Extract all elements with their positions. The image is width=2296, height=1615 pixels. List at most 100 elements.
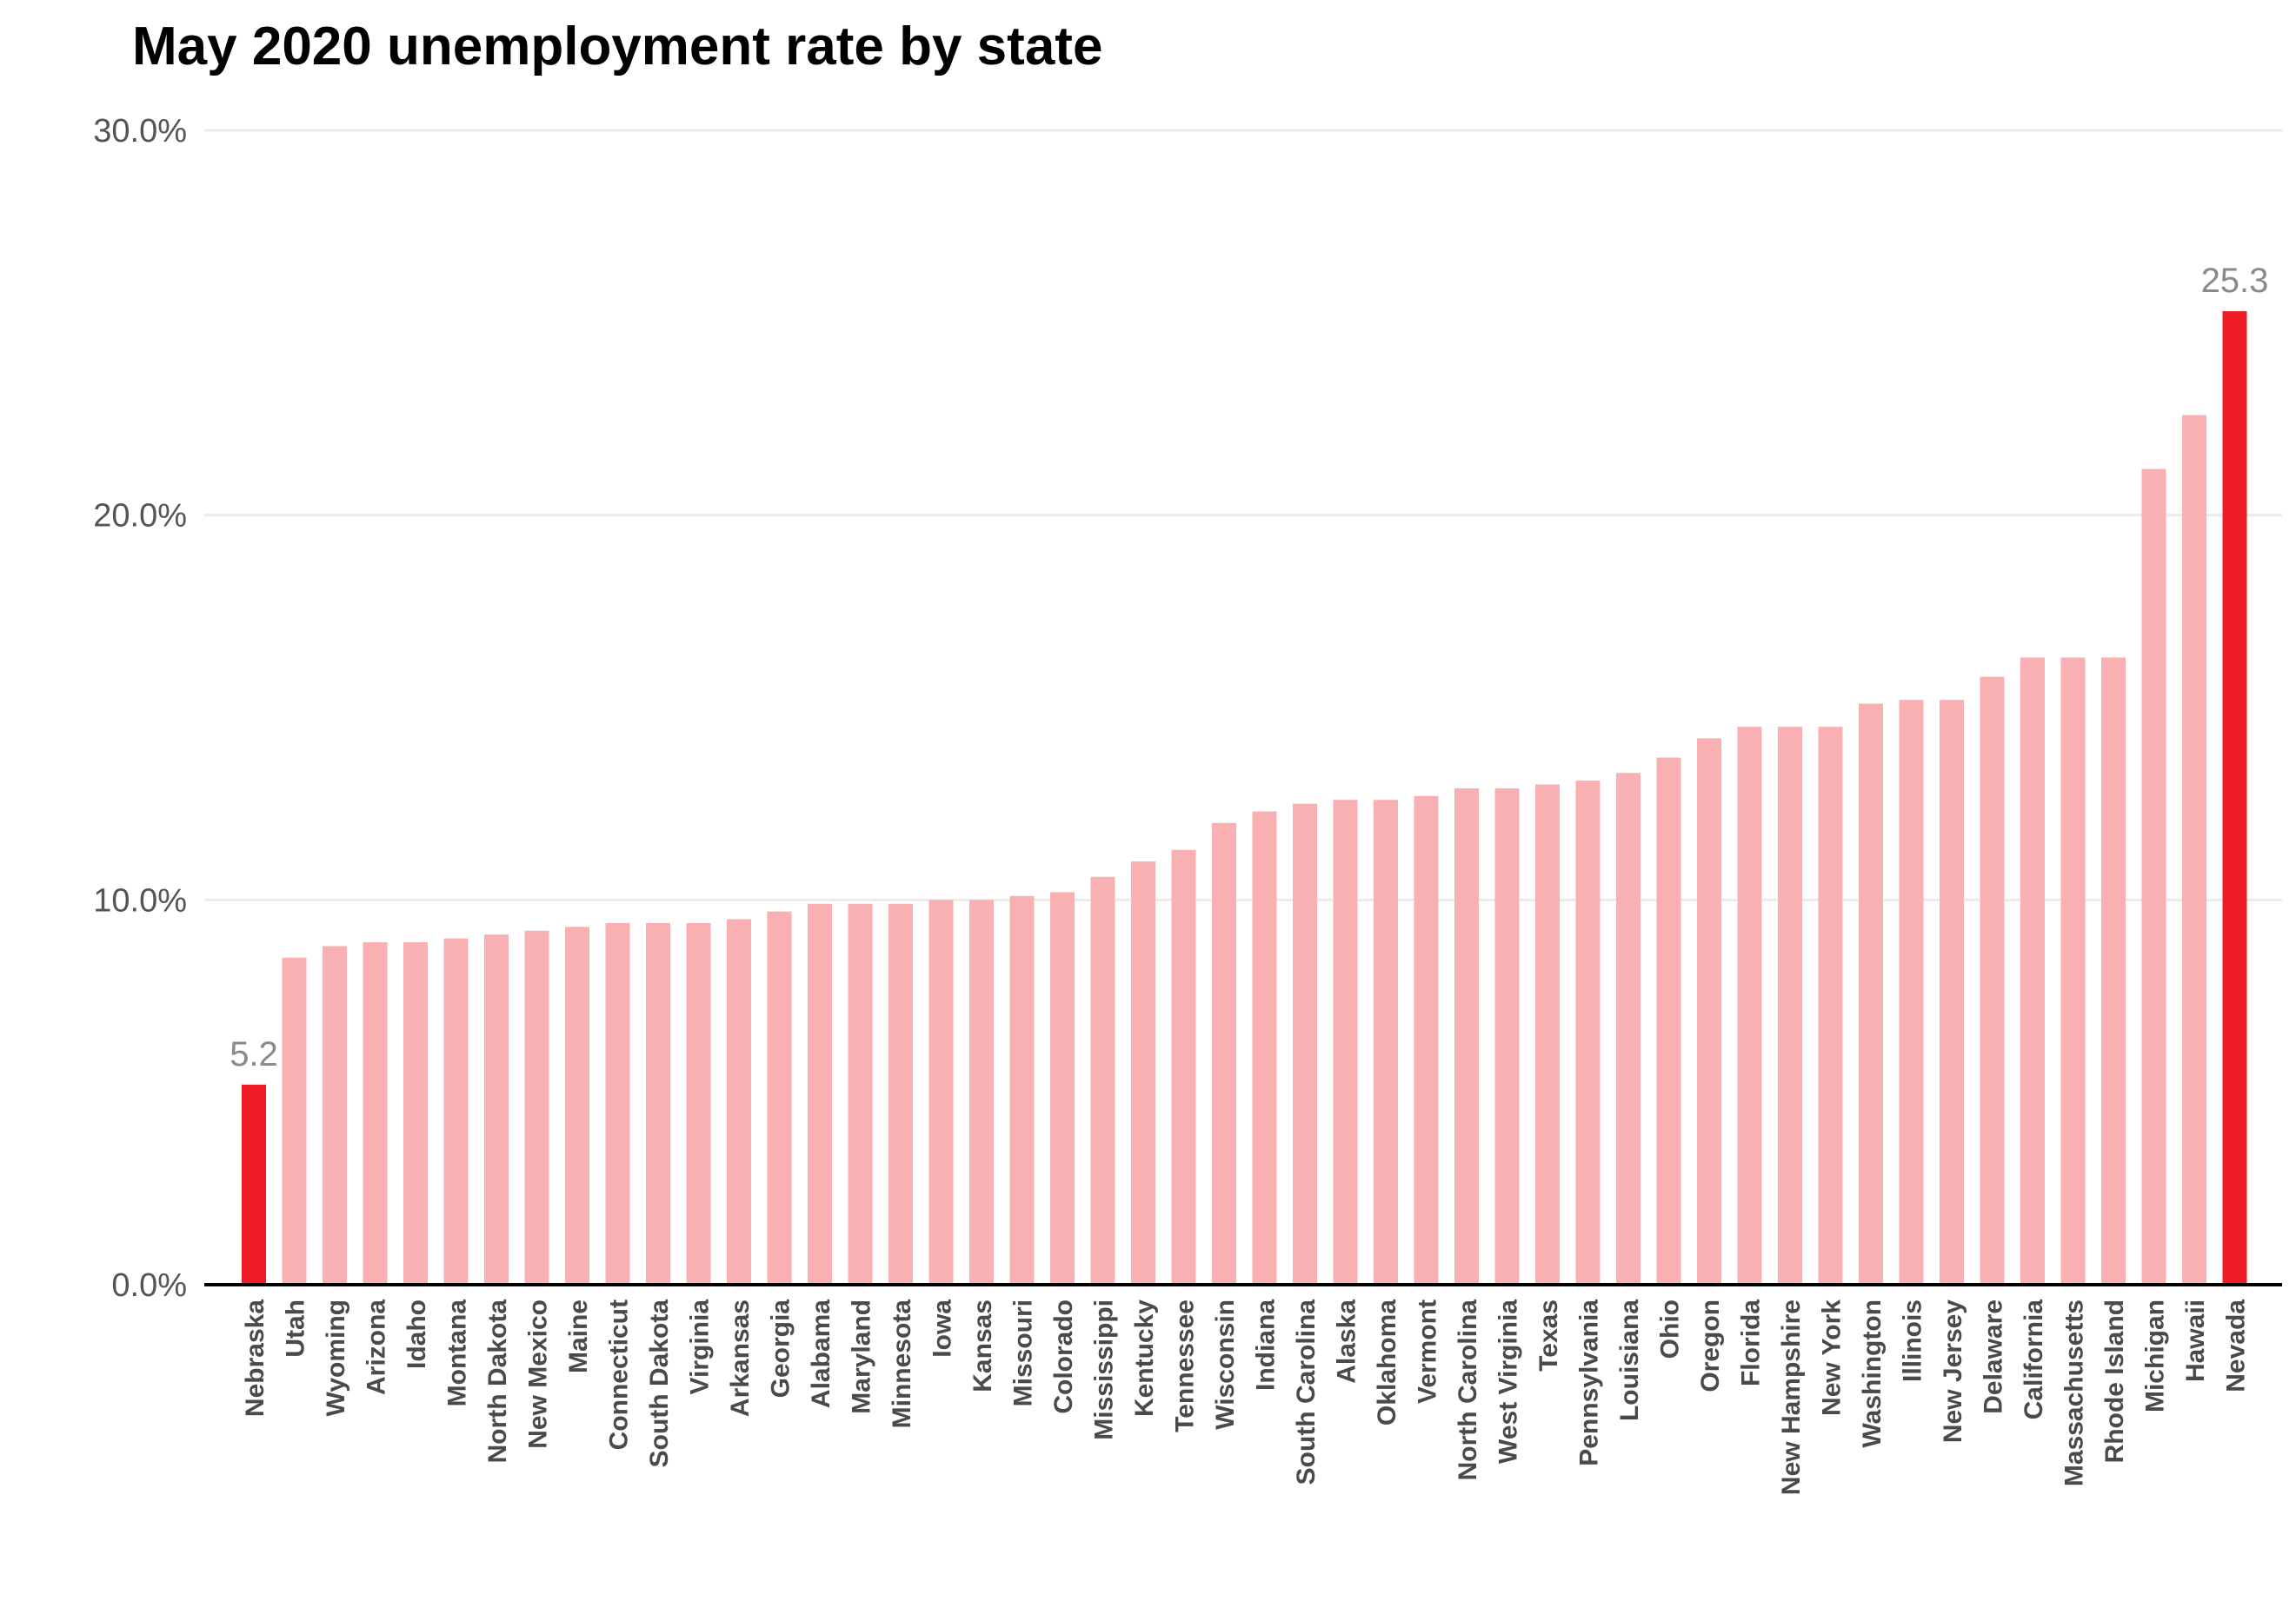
bar-new-mexico (524, 930, 549, 1285)
bar-delaware (1980, 676, 2005, 1285)
x-tick-label: Maryland (848, 1299, 876, 1414)
x-tick-label: Wisconsin (1211, 1299, 1240, 1430)
x-tick-label: Oklahoma (1373, 1299, 1401, 1426)
y-tick-label: 10.0% (93, 882, 187, 919)
x-tick-label: Maine (564, 1299, 593, 1373)
bar-north-carolina (1454, 788, 1479, 1285)
x-tick-label: Tennessee (1171, 1299, 1200, 1432)
bar-florida (1737, 727, 1762, 1285)
x-tick-label: Hawaii (2181, 1299, 2210, 1382)
x-tick-label: Louisiana (1615, 1299, 1644, 1421)
x-tick-label: Washington (1858, 1299, 1887, 1448)
bars (242, 311, 2247, 1285)
bar-nevada (2222, 311, 2247, 1285)
x-axis-categories: Nebraska Utah Wyoming Arizona Idaho Montana No… (241, 1299, 2251, 1495)
bar-new-hampshire (1778, 727, 1802, 1285)
x-tick-label: New York (1818, 1299, 1847, 1416)
bar-washington (1859, 703, 1883, 1285)
bar-mississippi (1090, 876, 1115, 1285)
bar-iowa (928, 900, 954, 1285)
bar-maine (565, 927, 589, 1285)
x-tick-label: South Carolina (1292, 1299, 1321, 1485)
bar-tennessee (1171, 849, 1196, 1285)
bar-montana (443, 938, 469, 1285)
bar-massachusetts (2060, 657, 2086, 1285)
x-tick-label: South Dakota (645, 1299, 674, 1468)
bar-south-dakota (646, 922, 670, 1285)
bar-pennsylvania (1575, 781, 1601, 1285)
bar-kansas (969, 900, 994, 1285)
bar-louisiana (1616, 773, 1640, 1285)
bar-oklahoma (1374, 800, 1398, 1285)
x-tick-label: Georgia (767, 1299, 795, 1399)
bar-new-york (1818, 727, 1843, 1285)
x-tick-label: Kansas (968, 1299, 997, 1392)
bar-oregon (1697, 738, 1721, 1285)
data-label-nevada: 25.3 (2201, 262, 2269, 300)
x-tick-label: California (2020, 1299, 2048, 1420)
bar-north-dakota (484, 934, 509, 1285)
chart-title: May 2020 unemployment rate by state (132, 17, 1103, 76)
bar-alaska (1333, 800, 1358, 1285)
y-tick-label: 0.0% (111, 1267, 187, 1304)
x-tick-label: Kentucky (1130, 1299, 1159, 1417)
gridlines (204, 129, 2282, 901)
bar-indiana (1252, 811, 1277, 1285)
x-tick-label: Wyoming (322, 1299, 350, 1416)
bar-utah (282, 957, 307, 1285)
x-tick-label: Vermont (1414, 1299, 1442, 1404)
x-tick-label: Mississippi (1090, 1299, 1119, 1440)
x-tick-label: West Virginia (1494, 1299, 1523, 1464)
x-tick-label: North Dakota (483, 1299, 512, 1464)
x-tick-label: New Jersey (1939, 1299, 1967, 1443)
bar-wisconsin (1212, 822, 1236, 1285)
x-tick-label: Texas (1534, 1299, 1563, 1372)
x-tick-label: Michigan (2141, 1299, 2170, 1412)
x-tick-label: Rhode Island (2100, 1299, 2129, 1463)
x-tick-label: Oregon (1696, 1299, 1725, 1392)
x-tick-label: Delaware (1980, 1299, 2008, 1414)
x-tick-label: Florida (1737, 1299, 1766, 1386)
bar-illinois (1899, 700, 1924, 1285)
x-tick-label: Arizona (363, 1299, 391, 1395)
x-tick-label: Virginia (686, 1299, 715, 1395)
bar-colorado (1050, 892, 1075, 1285)
bar-michigan (2141, 469, 2166, 1285)
x-tick-label: Indiana (1252, 1299, 1281, 1391)
x-tick-label: Utah (282, 1299, 310, 1358)
bar-california (2020, 657, 2045, 1285)
bar-wyoming (323, 946, 347, 1285)
bar-hawaii (2182, 415, 2206, 1285)
bar-texas (1535, 784, 1560, 1285)
x-tick-label: Ohio (1656, 1299, 1685, 1359)
bar-new-jersey (1940, 700, 1964, 1285)
x-tick-label: North Carolina (1454, 1299, 1482, 1481)
bar-ohio (1656, 757, 1681, 1285)
x-tick-label: Alabama (807, 1299, 835, 1408)
bar-virginia (686, 922, 711, 1285)
x-tick-label: Montana (443, 1299, 472, 1407)
bar-vermont (1414, 795, 1439, 1285)
y-tick-label: 30.0% (93, 113, 187, 150)
x-tick-label: New Mexico (524, 1299, 553, 1449)
x-tick-label: Colorado (1049, 1299, 1078, 1414)
bar-west-virginia (1494, 788, 1520, 1285)
data-label-nebraska: 5.2 (230, 1035, 278, 1073)
bar-maryland (848, 903, 873, 1285)
y-tick-label: 20.0% (93, 498, 187, 535)
y-axis-ticks: 0.0% 10.0% 20.0% 30.0% (93, 113, 187, 1304)
x-tick-label: Iowa (928, 1299, 957, 1358)
x-tick-label: Pennsylvania (1575, 1299, 1604, 1466)
bar-nebraska (242, 1084, 266, 1285)
bar-arizona (363, 942, 388, 1285)
bar-idaho (403, 942, 428, 1285)
x-tick-label: New Hampshire (1777, 1299, 1806, 1495)
x-tick-label: Idaho (403, 1299, 431, 1369)
bar-south-carolina (1293, 803, 1317, 1285)
data-labels: 5.2 25.3 (230, 262, 2268, 1073)
x-tick-label: Illinois (1899, 1299, 1927, 1382)
bar-missouri (1009, 895, 1035, 1285)
x-tick-label: Missouri (1009, 1299, 1038, 1406)
x-tick-label: Nebraska (241, 1299, 270, 1417)
